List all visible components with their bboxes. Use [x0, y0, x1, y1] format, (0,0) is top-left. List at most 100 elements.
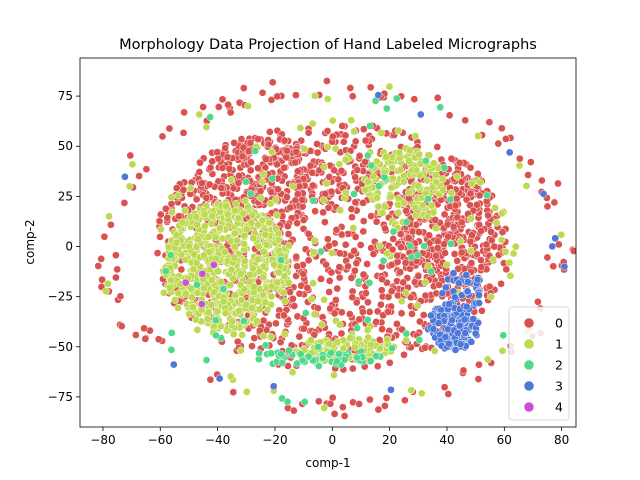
point-series-2: [285, 346, 293, 355]
point-series-2: [366, 122, 374, 130]
y-axis: −75 −50 −25 0 25 50 75: [48, 89, 80, 404]
point-series-1: [204, 308, 213, 317]
point-series-3: [471, 329, 480, 338]
point-series-0: [447, 154, 456, 163]
point-series-0: [308, 181, 317, 190]
point-series-1: [322, 179, 331, 188]
point-series-0: [351, 266, 359, 275]
point-series-0: [365, 308, 374, 316]
point-series-0: [450, 250, 459, 258]
point-series-1: [231, 206, 239, 215]
point-series-0: [534, 297, 542, 306]
point-series-0: [550, 198, 559, 207]
point-series-1: [335, 320, 344, 329]
point-series-1: [483, 355, 492, 364]
point-series-0: [276, 338, 285, 347]
point-series-0: [361, 158, 369, 166]
point-series-0: [475, 191, 484, 200]
point-series-4: [210, 260, 218, 269]
point-series-0: [421, 291, 430, 300]
point-series-0: [221, 144, 229, 152]
point-series-1: [289, 182, 297, 191]
point-series-1: [310, 310, 319, 319]
point-series-1: [331, 144, 340, 153]
point-series-0: [234, 178, 243, 187]
point-series-0: [441, 249, 449, 257]
y-axis-label: comp-2: [23, 219, 37, 264]
point-series-1: [167, 276, 175, 285]
point-series-0: [440, 210, 449, 219]
point-series-0: [326, 304, 335, 313]
point-series-0: [355, 152, 364, 160]
legend-label-2: 2: [555, 358, 563, 373]
point-series-1: [487, 292, 495, 301]
point-series-0: [497, 279, 505, 288]
point-series-2: [166, 251, 175, 260]
point-series-1: [453, 172, 462, 181]
point-series-0: [378, 275, 386, 284]
point-series-1: [241, 197, 250, 205]
point-series-0: [94, 262, 103, 270]
point-series-3: [462, 302, 471, 311]
point-series-0: [254, 135, 262, 143]
point-series-0: [245, 147, 253, 156]
point-series-1: [400, 199, 408, 208]
point-series-2: [340, 355, 349, 364]
point-series-3: [461, 329, 469, 337]
point-series-1: [168, 208, 176, 216]
point-series-2: [440, 163, 449, 172]
point-series-3: [169, 360, 178, 369]
point-series-0: [515, 154, 524, 163]
point-series-1: [241, 257, 249, 265]
point-series-0: [268, 78, 277, 87]
point-series-0: [290, 302, 299, 310]
point-series-0: [351, 233, 360, 241]
point-series-0: [359, 227, 368, 236]
point-series-1: [350, 343, 359, 352]
point-series-0: [406, 293, 415, 302]
point-series-0: [265, 128, 274, 136]
y-tick-label: −25: [48, 290, 73, 304]
x-axis: −80 −60 −40 −20 0 20 40 60 80: [90, 427, 569, 447]
point-series-0: [485, 282, 494, 291]
point-series-2: [283, 397, 292, 406]
point-series-0: [100, 232, 109, 241]
point-series-0: [378, 325, 386, 334]
point-series-0: [473, 200, 481, 209]
point-series-1: [407, 386, 416, 395]
point-series-1: [447, 188, 456, 197]
point-series-1: [377, 129, 386, 137]
point-series-0: [338, 122, 347, 130]
point-series-1: [261, 230, 270, 239]
point-series-1: [288, 368, 297, 377]
point-series-1: [230, 242, 239, 251]
point-series-1: [383, 335, 392, 344]
point-series-2: [382, 104, 391, 113]
point-series-1: [335, 160, 344, 168]
point-series-0: [141, 335, 150, 343]
point-series-2: [261, 341, 270, 350]
point-series-0: [457, 248, 466, 257]
point-series-1: [104, 279, 112, 288]
point-series-0: [397, 243, 405, 252]
point-series-1: [418, 201, 427, 210]
point-series-3: [475, 291, 483, 299]
point-series-1: [259, 290, 267, 299]
point-series-2: [389, 227, 398, 236]
point-series-0: [233, 337, 242, 346]
point-series-1: [223, 210, 232, 219]
point-series-1: [309, 279, 317, 288]
point-series-2: [296, 350, 305, 359]
x-tick-label: 40: [439, 433, 454, 447]
point-series-0: [327, 187, 336, 196]
point-series-2: [422, 156, 430, 165]
point-series-1: [207, 276, 216, 285]
point-series-1: [506, 271, 515, 280]
point-series-0: [205, 180, 214, 189]
x-tick-label: 80: [554, 433, 569, 447]
point-series-0: [286, 288, 294, 296]
point-series-1: [226, 372, 235, 381]
point-series-0: [300, 324, 308, 333]
chart-title: Morphology Data Projection of Hand Label…: [119, 37, 537, 53]
x-tick-label: −20: [262, 433, 287, 447]
